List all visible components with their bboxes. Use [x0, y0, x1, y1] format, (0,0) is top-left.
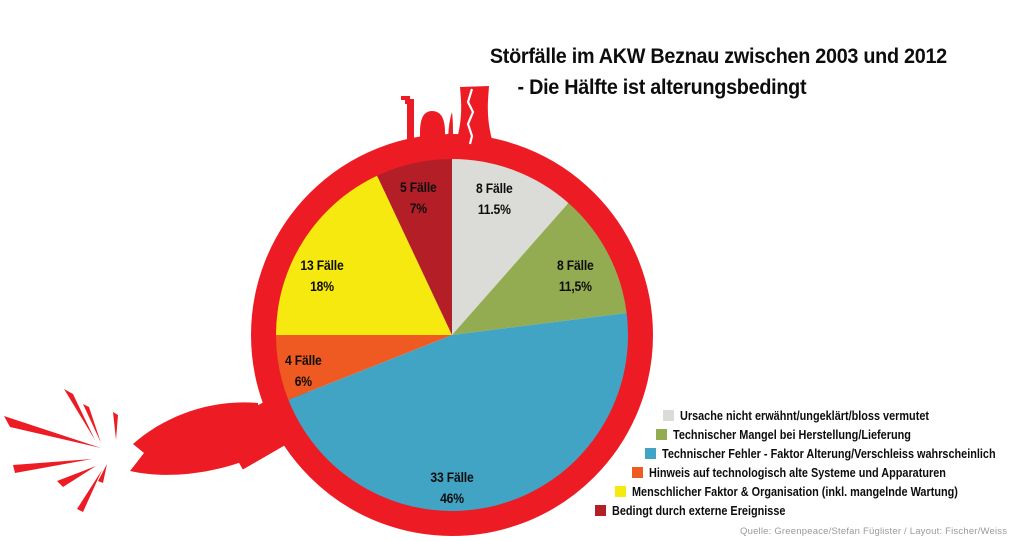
- plant-shapes: [401, 86, 499, 161]
- legend-swatch-yellow: [615, 486, 626, 497]
- legend-swatch-green: [656, 429, 667, 440]
- legend-item-faktor: Menschlicher Faktor & Organisation (inkl…: [615, 481, 1007, 502]
- pie-slice-4: [276, 335, 452, 400]
- slice-label-extern: 5 Fälle 7%: [399, 180, 437, 216]
- pie-slice-3: [288, 312, 628, 511]
- legend-item-extern: Bedingt durch externe Ereignisse: [595, 500, 811, 521]
- pie-slice-6: [377, 158, 452, 335]
- slice-label-faktor: 13 Fälle 18%: [300, 258, 344, 294]
- legend-item-fehler: Technischer Fehler - Faktor Alterung/Ver…: [645, 443, 1024, 464]
- pie-chart: [276, 158, 628, 511]
- pie-slice-1: [452, 159, 569, 335]
- pie-slice-5: [276, 175, 452, 335]
- legend-swatch-orange: [632, 467, 643, 478]
- slice-label-fehler: 33 Fälle 46%: [430, 470, 474, 506]
- slice-label-hinweis: 4 Fälle 6%: [284, 353, 322, 389]
- plant-silhouette: [401, 86, 499, 161]
- chart-title-line1: Störfälle im AKW Beznau zwischen 2003 un…: [489, 44, 947, 68]
- legend-swatch-darkred: [595, 505, 606, 516]
- slice-label-ursache: 8 Fälle 11.5%: [475, 181, 513, 217]
- cooling-tower-crack: [466, 88, 475, 145]
- spark-rays: [4, 389, 118, 512]
- fuse-sparks: [4, 389, 118, 512]
- source-credit: Quelle: Greenpeace/Stefan Füglister / La…: [740, 526, 1008, 537]
- legend-swatch-gray: [663, 410, 674, 421]
- slice-label-mangel: 8 Fälle 11,5%: [556, 258, 594, 294]
- legend-item-hinweis: Hinweis auf technologisch alte Systeme u…: [632, 462, 990, 483]
- legend-swatch-blue: [645, 448, 656, 459]
- chart-title-line2: - Die Hälfte ist alterungsbedingt: [517, 75, 807, 99]
- legend-item-mangel: Technischer Mangel bei Herstellung/Liefe…: [656, 424, 946, 445]
- pie-slice-2: [452, 202, 627, 335]
- fuse-cord: [130, 402, 262, 475]
- legend-item-ursache: Ursache nicht erwähnt/ungeklärt/bloss ve…: [663, 405, 966, 426]
